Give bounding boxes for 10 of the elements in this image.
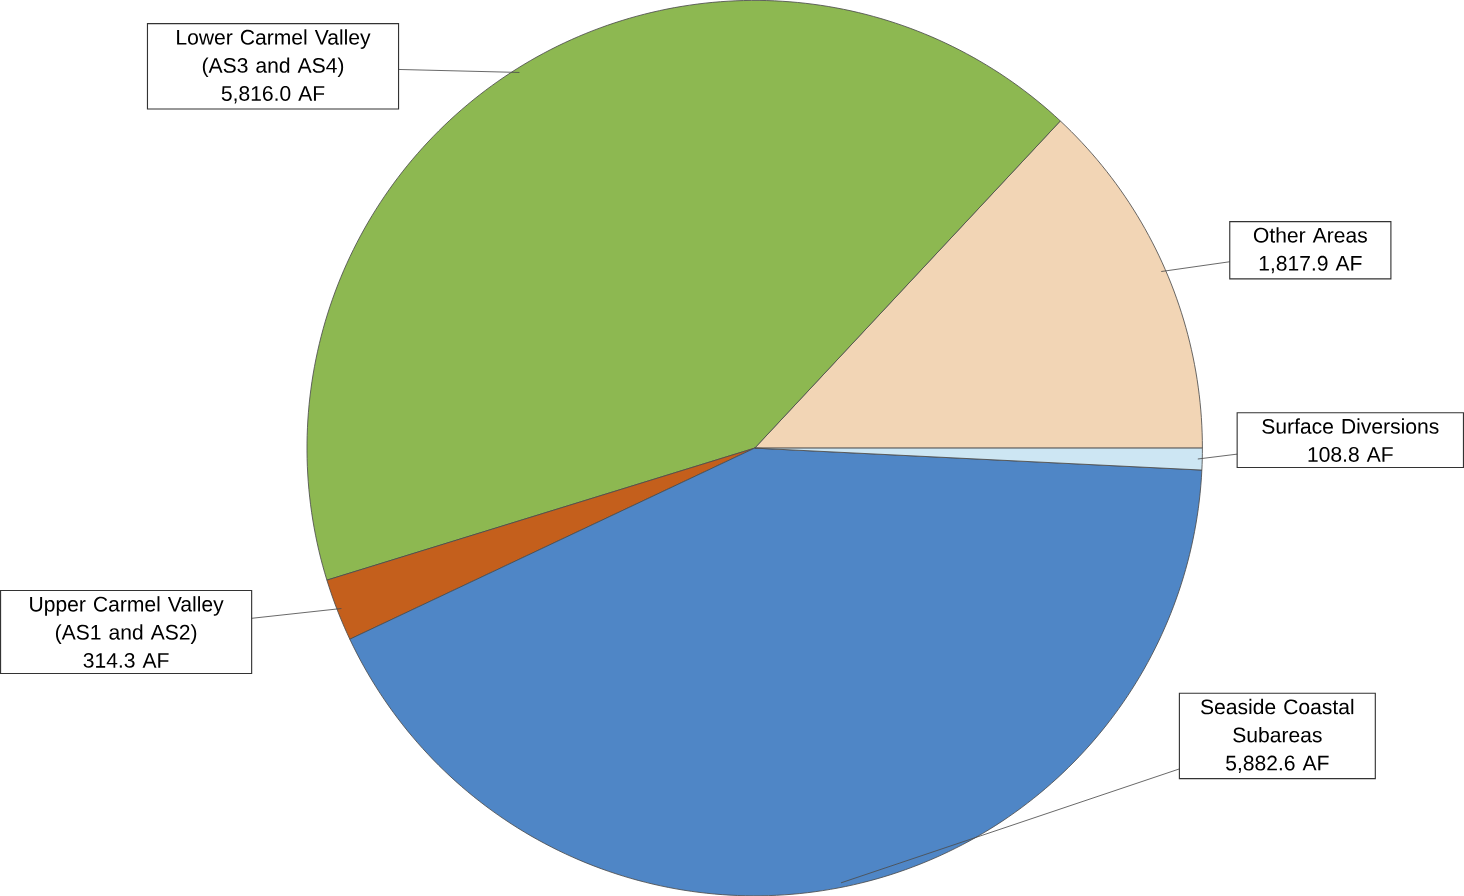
data-label: 5,816.0 AF bbox=[221, 85, 325, 104]
data-label: 314.3 AF bbox=[83, 652, 169, 668]
slice-label: Other Areas bbox=[1253, 227, 1367, 243]
data-label: 5,882.6 AF bbox=[1226, 755, 1329, 773]
slice-label: Surface Diversions bbox=[1262, 418, 1439, 434]
data-label: 108.8 AF bbox=[1308, 446, 1393, 462]
slice-label: Upper Carmel Valley (AS1 and AS2) bbox=[30, 596, 224, 644]
slice-label: Lower Carmel Valley (AS3 and AS4) bbox=[177, 29, 371, 77]
slice-label: Seaside Coastal Subareas bbox=[1200, 698, 1354, 743]
data-label: 1,817.9 AF bbox=[1259, 255, 1362, 274]
